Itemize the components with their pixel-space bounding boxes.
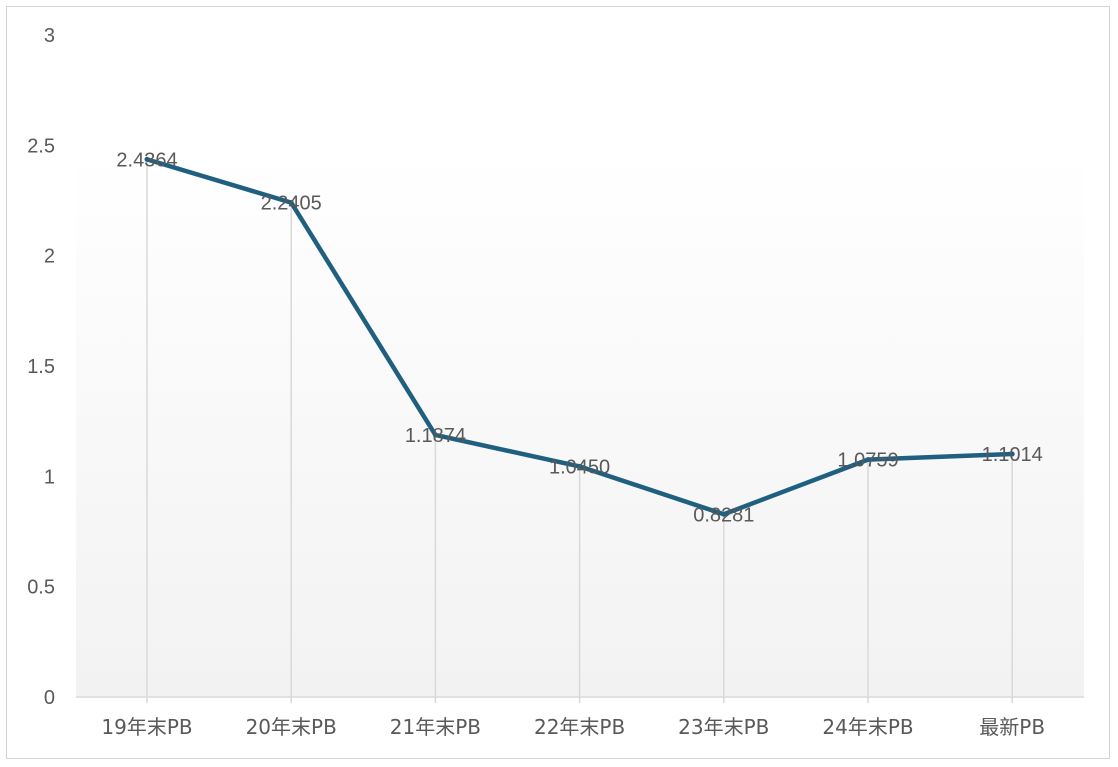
y-axis-ticks: 0 0.5 1 1.5 2 2.5 3 (27, 25, 55, 709)
y-tick-label: 2 (44, 246, 55, 268)
y-tick-label: 0.5 (27, 577, 55, 599)
data-point (721, 511, 727, 517)
data-label: 1.0759 (837, 450, 898, 472)
data-label: 1.0450 (549, 456, 610, 478)
x-category-label: 20年末PB (246, 715, 337, 739)
x-category-label: 23年末PB (678, 715, 769, 739)
drop-lines (146, 159, 1013, 697)
y-tick-label: 1.5 (27, 356, 55, 378)
data-label: 2.2405 (261, 193, 322, 215)
y-tick-label: 1 (44, 466, 55, 488)
x-category-label: 24年末PB (822, 715, 913, 739)
y-tick-label: 2.5 (27, 135, 55, 157)
x-category-label: 最新PB (979, 715, 1045, 739)
data-point (865, 457, 871, 463)
x-category-label: 22年末PB (534, 715, 625, 739)
data-point (577, 463, 583, 469)
data-point (288, 200, 294, 206)
data-point (432, 432, 438, 438)
x-axis-labels: 19年末PB 20年末PB 21年末PB 22年末PB 23年末PB 24年末PB 最新PB (101, 715, 1045, 739)
data-point (144, 156, 150, 162)
data-labels: 2.4364 2.2405 1.1874 1.0450 0.8281 1.0759 1.10… (116, 149, 1042, 526)
y-tick-label: 0 (44, 687, 55, 709)
series-group (144, 156, 1015, 517)
x-category-label: 21年末PB (390, 715, 481, 739)
x-axis-ticks (146, 697, 1013, 703)
data-label: 0.8281 (693, 504, 754, 526)
data-point (1009, 451, 1015, 457)
data-label: 1.1874 (405, 425, 466, 447)
data-label: 1.1014 (982, 444, 1043, 466)
y-tick-label: 3 (44, 25, 55, 47)
data-label: 2.4364 (116, 149, 177, 171)
x-category-label: 19年末PB (101, 715, 192, 739)
